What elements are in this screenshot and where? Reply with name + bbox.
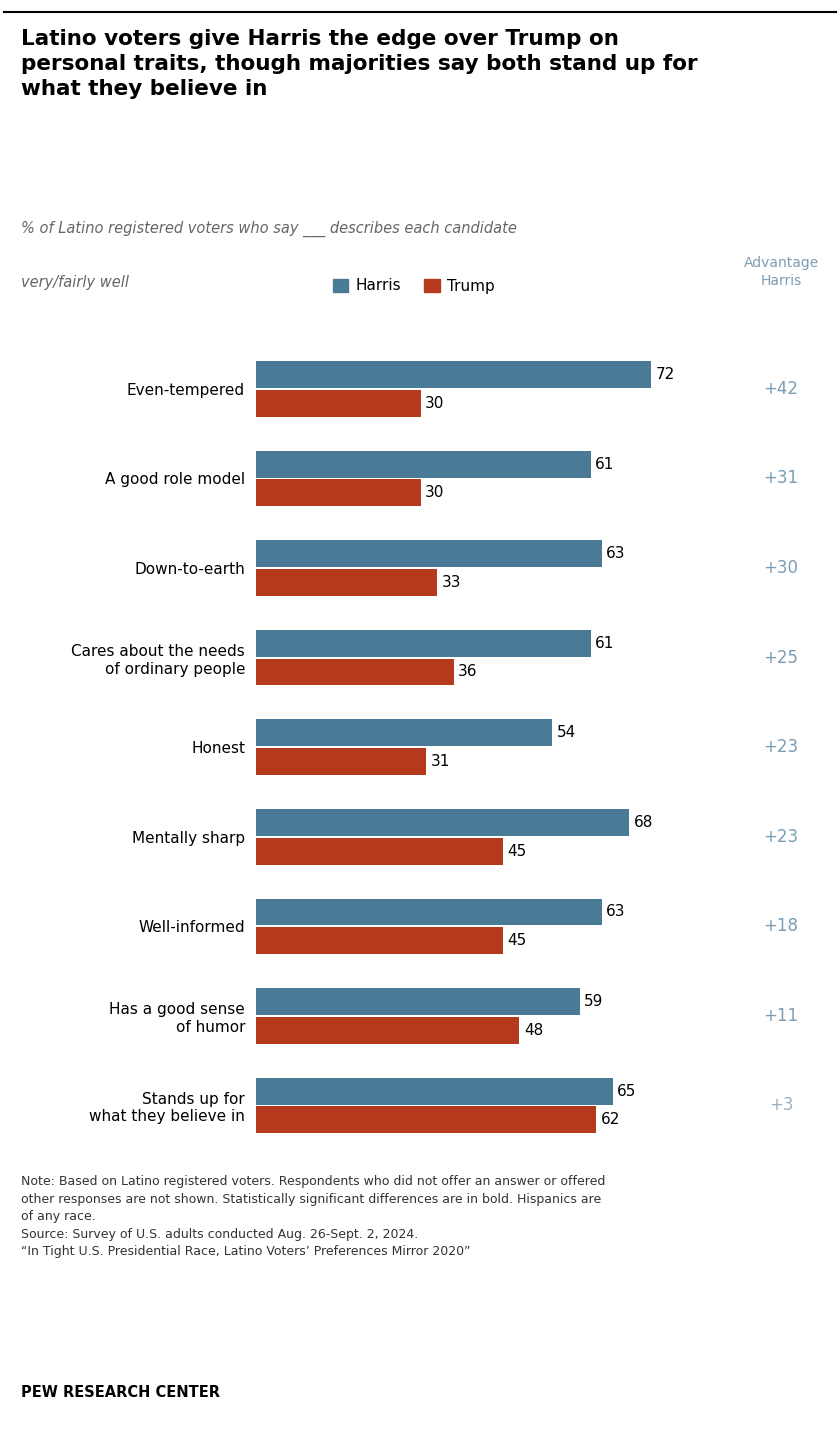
Text: 63: 63 [606,904,626,919]
Text: 31: 31 [431,754,450,769]
Text: +18: +18 [764,917,799,935]
Bar [256,479,421,506]
Bar [256,1017,519,1044]
Bar [256,390,421,416]
Text: +11: +11 [764,1007,799,1025]
Bar [256,629,591,656]
Text: 33: 33 [442,575,461,591]
Text: 30: 30 [425,396,444,410]
Text: Advantage
Harris: Advantage Harris [743,256,819,287]
Text: +31: +31 [764,469,799,488]
Text: 62: 62 [601,1113,620,1127]
Bar [256,1107,596,1133]
Bar [256,719,553,746]
Text: 72: 72 [655,368,675,382]
Text: +25: +25 [764,649,799,666]
Bar [256,450,591,478]
Bar [256,541,601,568]
Text: 63: 63 [606,546,626,561]
Text: +42: +42 [764,380,799,398]
Text: +23: +23 [764,828,799,845]
Bar [256,838,503,865]
Text: 61: 61 [596,636,615,651]
Text: PEW RESEARCH CENTER: PEW RESEARCH CENTER [21,1386,220,1400]
Text: very/fairly well: very/fairly well [21,275,129,289]
Text: 30: 30 [425,485,444,500]
Text: 54: 54 [557,725,576,741]
Bar [256,927,503,954]
Bar [256,748,426,775]
Bar [256,362,651,388]
Bar [256,898,601,925]
Text: 65: 65 [617,1084,637,1098]
Text: 36: 36 [458,665,477,679]
Text: +30: +30 [764,559,799,578]
Bar [256,809,629,837]
Bar [256,569,437,596]
Bar [256,988,580,1015]
Text: 45: 45 [507,844,527,858]
Legend: Harris, Trump: Harris, Trump [327,272,501,300]
Text: % of Latino registered voters who say ___ describes each candidate: % of Latino registered voters who say __… [21,222,517,237]
Text: Note: Based on Latino registered voters. Respondents who did not offer an answer: Note: Based on Latino registered voters.… [21,1175,605,1258]
Text: 48: 48 [524,1022,543,1038]
Text: +3: +3 [769,1097,794,1114]
Text: +23: +23 [764,738,799,756]
Text: 68: 68 [633,815,653,829]
Text: Latino voters give Harris the edge over Trump on
personal traits, though majorit: Latino voters give Harris the edge over … [21,29,697,99]
Text: 59: 59 [584,994,604,1010]
Text: 61: 61 [596,456,615,472]
Text: 45: 45 [507,934,527,948]
Bar [256,658,454,685]
Bar [256,1078,612,1104]
